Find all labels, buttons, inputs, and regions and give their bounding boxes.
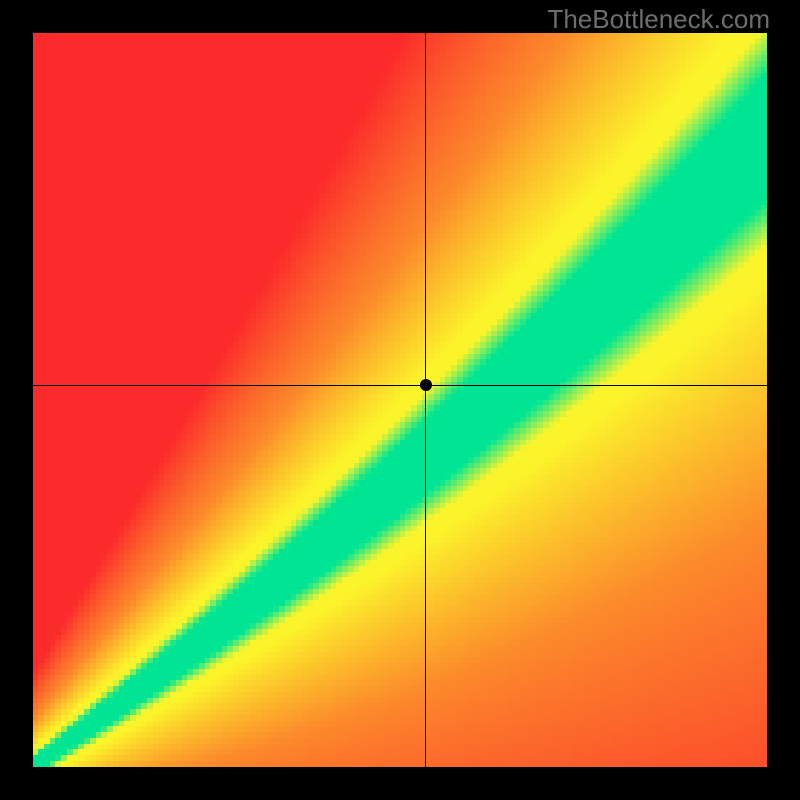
bottleneck-heatmap bbox=[33, 33, 767, 767]
crosshair-horizontal bbox=[33, 385, 767, 386]
chart-container: TheBottleneck.com bbox=[0, 0, 800, 800]
selection-marker[interactable] bbox=[420, 379, 432, 391]
watermark-text: TheBottleneck.com bbox=[547, 4, 770, 35]
crosshair-vertical bbox=[425, 33, 426, 767]
